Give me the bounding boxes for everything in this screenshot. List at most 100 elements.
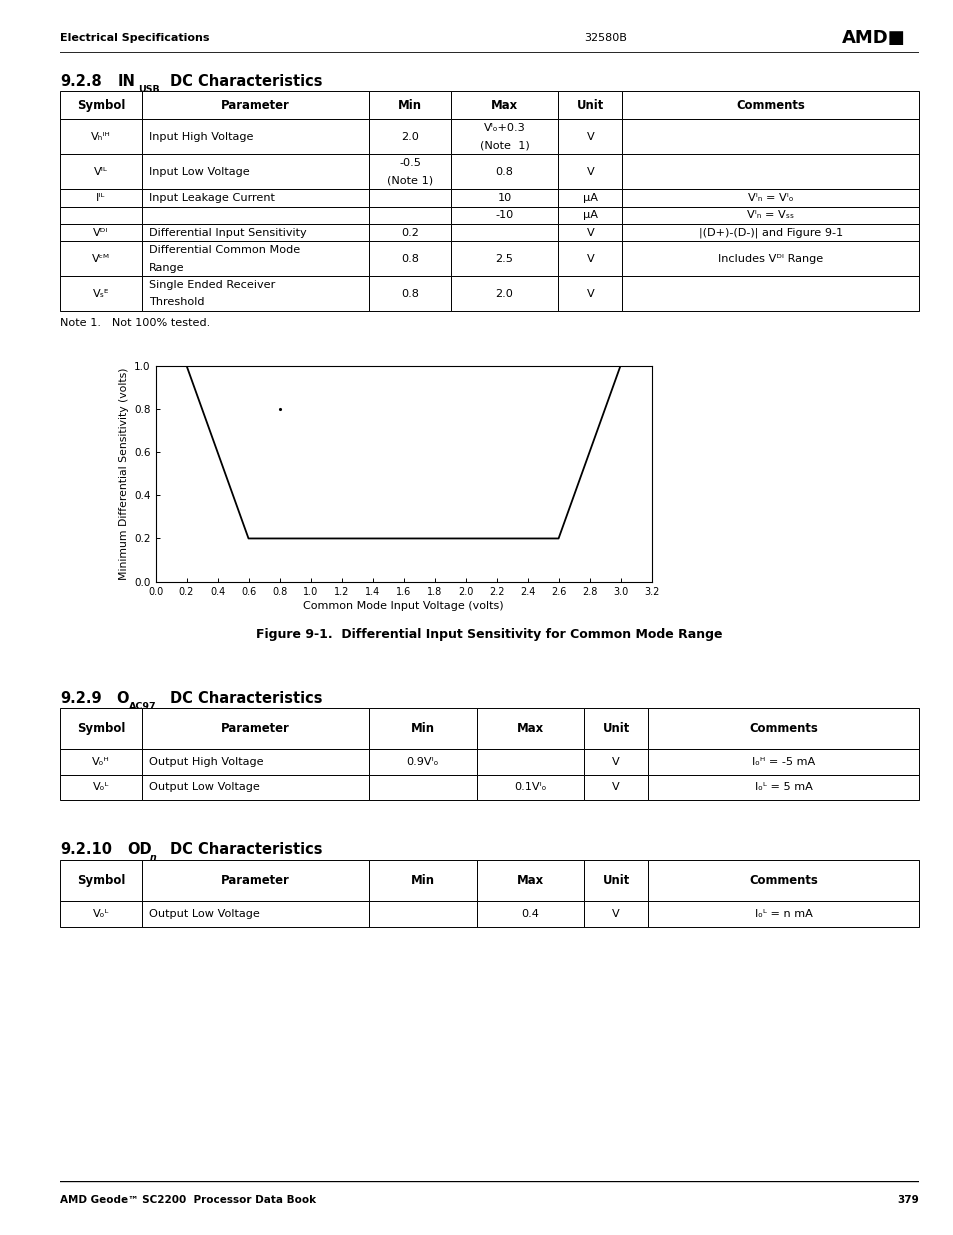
Bar xyxy=(476,860,583,902)
Bar xyxy=(141,902,369,927)
Text: Unit: Unit xyxy=(601,874,629,887)
Bar xyxy=(583,748,647,774)
Text: IN: IN xyxy=(117,74,135,89)
Bar xyxy=(141,277,369,311)
Bar xyxy=(369,189,450,206)
Text: 9.2.10: 9.2.10 xyxy=(60,842,112,857)
Bar xyxy=(558,189,621,206)
Bar xyxy=(141,206,369,224)
Text: V: V xyxy=(586,289,594,299)
Text: (Note  1): (Note 1) xyxy=(479,141,529,151)
Text: 2.0: 2.0 xyxy=(400,132,418,142)
Bar xyxy=(476,748,583,774)
Text: 9.2.8: 9.2.8 xyxy=(60,74,102,89)
Bar xyxy=(60,277,141,311)
Text: Min: Min xyxy=(411,721,435,735)
Bar xyxy=(141,91,369,120)
Bar xyxy=(621,241,918,277)
Text: 0.2: 0.2 xyxy=(400,227,418,237)
Text: Iₒᴴ = -5 mA: Iₒᴴ = -5 mA xyxy=(751,757,814,767)
Text: V: V xyxy=(586,227,594,237)
Bar xyxy=(369,277,450,311)
Text: Output Low Voltage: Output Low Voltage xyxy=(149,909,259,919)
Bar xyxy=(450,154,558,189)
Bar xyxy=(450,91,558,120)
Text: (Note 1): (Note 1) xyxy=(387,175,433,185)
Text: 0.4: 0.4 xyxy=(520,909,538,919)
Bar xyxy=(141,189,369,206)
Text: Comments: Comments xyxy=(748,874,817,887)
Text: 10: 10 xyxy=(497,193,511,203)
Bar xyxy=(141,748,369,774)
Bar xyxy=(621,189,918,206)
Bar xyxy=(141,774,369,800)
Text: μA: μA xyxy=(582,193,598,203)
Bar xyxy=(60,154,141,189)
Text: Min: Min xyxy=(411,874,435,887)
Text: Symbol: Symbol xyxy=(76,874,125,887)
Bar xyxy=(369,241,450,277)
Bar xyxy=(369,91,450,120)
Bar xyxy=(141,120,369,154)
Text: OD: OD xyxy=(127,842,152,857)
Bar xyxy=(60,708,141,748)
Bar xyxy=(60,860,141,902)
Bar xyxy=(621,277,918,311)
Text: DC Characteristics: DC Characteristics xyxy=(170,74,322,89)
Text: Min: Min xyxy=(397,99,421,112)
Text: 2.5: 2.5 xyxy=(495,254,513,264)
Bar xyxy=(369,774,476,800)
Text: Includes Vᴰᴵ Range: Includes Vᴰᴵ Range xyxy=(718,254,822,264)
Text: AMD■: AMD■ xyxy=(841,28,904,47)
Text: Threshold: Threshold xyxy=(149,298,204,308)
Bar xyxy=(450,277,558,311)
Bar xyxy=(369,120,450,154)
Text: 0.1Vᴵₒ: 0.1Vᴵₒ xyxy=(514,783,546,793)
Text: Vᴵₙ = Vₛₛ: Vᴵₙ = Vₛₛ xyxy=(746,210,793,220)
Bar xyxy=(647,860,918,902)
Text: 32580B: 32580B xyxy=(583,32,626,42)
Bar xyxy=(369,154,450,189)
Bar xyxy=(450,189,558,206)
Bar xyxy=(647,708,918,748)
Text: Differential Input Sensitivity: Differential Input Sensitivity xyxy=(149,227,306,237)
Text: Vᶜᴹ: Vᶜᴹ xyxy=(91,254,110,264)
Bar xyxy=(450,120,558,154)
Text: Input High Voltage: Input High Voltage xyxy=(149,132,253,142)
Bar xyxy=(621,120,918,154)
Text: Symbol: Symbol xyxy=(76,721,125,735)
Text: DC Characteristics: DC Characteristics xyxy=(170,690,322,705)
Text: Vᴰᴵ: Vᴰᴵ xyxy=(93,227,109,237)
Bar xyxy=(558,154,621,189)
Text: 9.2.9: 9.2.9 xyxy=(60,690,102,705)
Text: μA: μA xyxy=(582,210,598,220)
Y-axis label: Minimum Differential Sensitivity (volts): Minimum Differential Sensitivity (volts) xyxy=(118,367,129,580)
Bar xyxy=(558,241,621,277)
Bar xyxy=(558,206,621,224)
Bar xyxy=(141,708,369,748)
Text: Output Low Voltage: Output Low Voltage xyxy=(149,783,259,793)
Bar xyxy=(583,860,647,902)
Bar xyxy=(450,206,558,224)
Bar xyxy=(60,120,141,154)
Bar xyxy=(558,120,621,154)
Bar xyxy=(647,774,918,800)
Text: Max: Max xyxy=(517,721,543,735)
Text: 0.9Vᴵₒ: 0.9Vᴵₒ xyxy=(406,757,438,767)
Bar xyxy=(141,241,369,277)
Text: Vᴵₒ+0.3: Vᴵₒ+0.3 xyxy=(483,124,525,133)
Text: n: n xyxy=(150,853,156,862)
Bar xyxy=(141,224,369,241)
Text: V: V xyxy=(612,909,619,919)
Text: |(D+)-(D-)| and Figure 9-1: |(D+)-(D-)| and Figure 9-1 xyxy=(698,227,841,238)
Text: Range: Range xyxy=(149,263,184,273)
Text: 0.8: 0.8 xyxy=(400,289,418,299)
Bar xyxy=(369,860,476,902)
Text: Unit: Unit xyxy=(576,99,603,112)
Text: Comments: Comments xyxy=(748,721,817,735)
Text: 379: 379 xyxy=(896,1194,918,1204)
Bar xyxy=(583,774,647,800)
Text: Vₕᴵᴴ: Vₕᴵᴴ xyxy=(91,132,111,142)
Text: V: V xyxy=(612,757,619,767)
Text: Vᴵₙ = Vᴵₒ: Vᴵₙ = Vᴵₒ xyxy=(747,193,793,203)
